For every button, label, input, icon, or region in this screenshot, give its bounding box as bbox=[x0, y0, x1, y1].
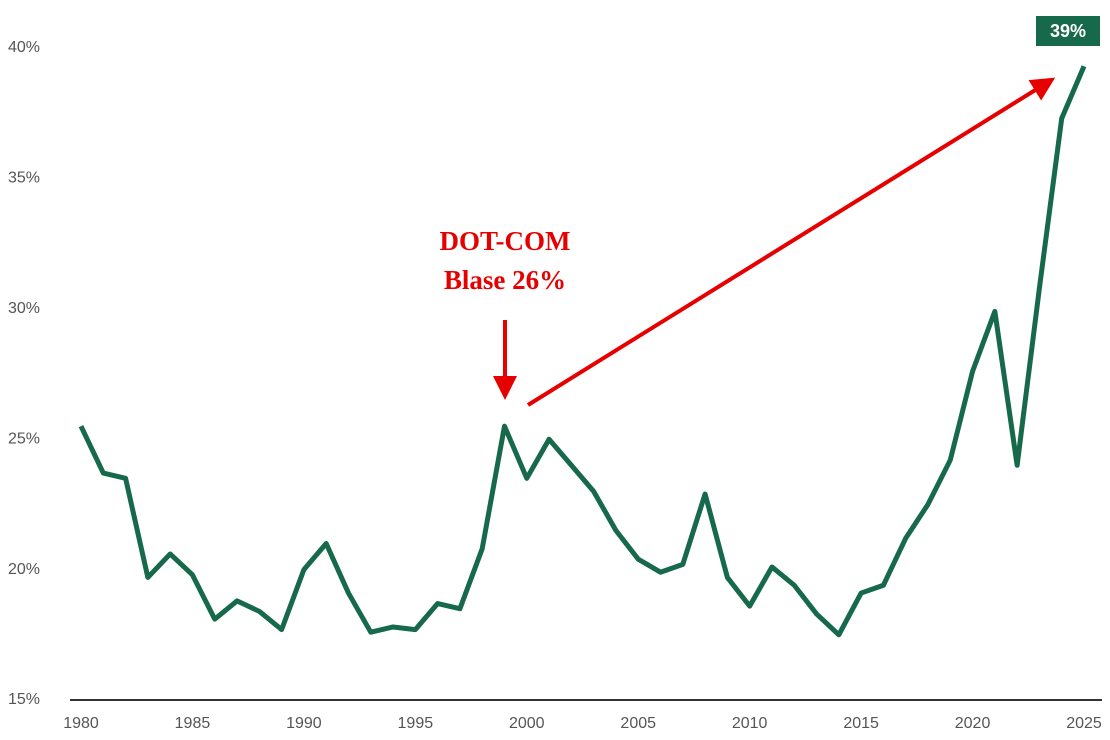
line bbox=[78, 65, 1087, 638]
x-tick-label: 2015 bbox=[843, 715, 879, 732]
x-tick-label: 2025 bbox=[1066, 715, 1102, 732]
x-tick-label: 2010 bbox=[732, 715, 768, 732]
y-tick-label: 40% bbox=[8, 39, 40, 56]
x-tick-label: 1985 bbox=[175, 715, 211, 732]
x-tick-label: 2000 bbox=[509, 715, 545, 732]
x-tick-label: 2005 bbox=[620, 715, 656, 732]
y-tick-label: 30% bbox=[8, 300, 40, 317]
y-tick-label: 20% bbox=[8, 561, 40, 578]
y-tick-label: 15% bbox=[8, 691, 40, 708]
arrow-diagonal bbox=[526, 77, 1056, 407]
y-tick-label: 35% bbox=[8, 170, 40, 187]
x-tick-label: 1980 bbox=[63, 715, 99, 732]
x-tick-label: 2020 bbox=[955, 715, 991, 732]
x-tick-label: 1990 bbox=[286, 715, 322, 732]
x-tick-label: 1995 bbox=[398, 715, 434, 732]
end-label: 39% bbox=[1050, 21, 1086, 41]
annotation: DOT-COM bbox=[439, 226, 570, 256]
end-label-box bbox=[1036, 16, 1100, 46]
y-tick-label: 25% bbox=[8, 430, 40, 447]
annotation: Blase 26% bbox=[444, 265, 566, 295]
